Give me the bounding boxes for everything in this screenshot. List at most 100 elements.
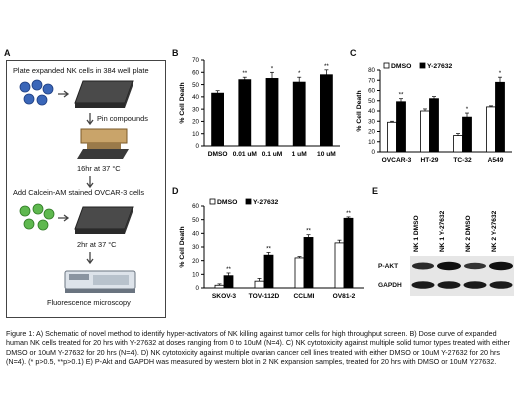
chart-d-ovarian-lines: 0 10 20 30 40 50 60 % Cell Death ** SKOV-3 ** TOV-1… [179,198,364,300]
bar [462,116,472,153]
y-tick-label: 0 [196,285,200,292]
arrow-right-icon [58,214,70,222]
y-tick-label: 40 [192,94,199,101]
x-tick-label: SKOV-3 [212,293,237,300]
bar [294,257,305,289]
panel-c-label: C [350,48,357,58]
bar [263,254,274,289]
legend-swatch [419,62,426,69]
x-tick-label: 1 uM [292,151,308,158]
bar [429,98,439,153]
y-tick-label: 0 [372,149,376,156]
bar [214,284,225,289]
significance-mark: * [466,106,469,113]
bar [265,78,279,147]
blot-lane-label: NK 1 Y-27632 [439,210,446,252]
legend-label: DMSO [391,63,411,70]
panel-d-label: D [172,186,179,196]
arrow-down-icon [86,252,94,265]
significance-mark: ** [226,266,231,273]
microscope-icon [64,270,136,293]
significance-mark: * [298,70,301,77]
bar [334,242,345,289]
legend-swatch [383,62,390,69]
y-tick-label: 10 [368,139,375,146]
significance-mark: ** [346,210,351,217]
x-tick-label: 0.01 uM [233,151,258,158]
arrow-down-icon [86,113,94,126]
y-tick-label: 20 [192,119,199,126]
y-tick-label: 30 [368,118,375,125]
panel-e-label: E [372,186,379,196]
schematic-step-add-cells: Add Calcein-AM stained OVCAR-3 cells [13,188,145,197]
legend-swatch [245,198,252,205]
schematic-step-incubate-16: 16hr at 37 °C [77,164,121,173]
significance-mark: ** [242,70,247,77]
legend-label: Y-27632 [253,199,279,206]
legend-label: DMSO [217,199,237,206]
y-tick-label: 50 [192,217,199,224]
blot-row-pakt: P-AKT [378,263,399,270]
bar [396,101,406,153]
y-tick-label: 60 [192,203,199,210]
y-tick-label: 30 [192,106,199,113]
y-tick-label: 40 [192,231,199,238]
significance-mark: * [499,70,502,77]
y-tick-label: 60 [368,88,375,95]
bar [319,74,333,147]
schematic-step-microscopy: Fluorescence microscopy [47,298,131,307]
bar [303,237,314,289]
y-axis-label: % Cell Death [179,82,186,123]
bar [254,280,265,289]
schematic-step-plate: Plate expanded NK cells in 384 well plat… [13,66,149,75]
blot-lane-labels: NK 1 DMSO NK 1 Y-27632 NK 2 DMSO NK 2 Y-276… [413,210,498,252]
schematic-step-pin: Pin compounds [97,114,148,123]
schematic-step-incubate-2: 2hr at 37 °C [77,240,117,249]
well-plate-icon [74,80,134,108]
figure-caption: Figure 1: A) Schematic of novel method t… [6,329,510,366]
y-tick-label: 50 [192,82,199,89]
x-tick-label: HT-29 [421,157,439,164]
panel-b-label: B [172,48,179,58]
blot-lane-label: NK 2 DMSO [465,215,472,252]
y-tick-label: 0 [196,143,200,150]
y-tick-label: 30 [192,244,199,251]
pin-tool-icon [77,128,129,159]
blot-lane-label: NK 2 Y-27632 [491,210,498,252]
bar [453,135,463,153]
significance-mark: ** [306,228,311,235]
bar [223,275,234,289]
y-tick-label: 20 [368,129,375,136]
nk-cells-icon [19,79,54,106]
schematic-panel: Plate expanded NK cells in 384 well plat… [6,60,166,318]
bar [495,81,505,153]
ovcar-cells-icon [19,203,55,231]
x-tick-label: OVCAR-3 [382,157,412,164]
significance-mark: ** [399,92,404,99]
significance-mark: ** [324,63,329,70]
significance-mark: ** [266,245,271,252]
x-tick-label: TOV-112D [249,293,280,300]
y-tick-label: 50 [368,98,375,105]
arrow-down-icon [86,176,94,189]
x-tick-label: OV81-2 [333,293,356,300]
y-tick-label: 10 [192,131,199,138]
x-tick-label: TC-32 [453,157,472,164]
bar [420,110,430,153]
x-tick-label: A549 [488,157,504,164]
y-axis-label: % Cell Death [356,90,363,131]
bar [292,81,306,147]
y-tick-label: 70 [368,77,375,84]
x-tick-label: 0.1 uM [262,151,283,158]
bar [211,92,224,147]
panel-a-label: A [4,48,11,58]
x-tick-label: DMSO [208,151,228,158]
legend-label: Y-27632 [427,63,453,70]
blot-lane-label: NK 1 DMSO [413,215,420,252]
arrow-right-icon [58,90,70,98]
y-tick-label: 80 [368,67,375,74]
legend-swatch [209,198,216,205]
x-tick-label: 10 uM [317,151,336,158]
